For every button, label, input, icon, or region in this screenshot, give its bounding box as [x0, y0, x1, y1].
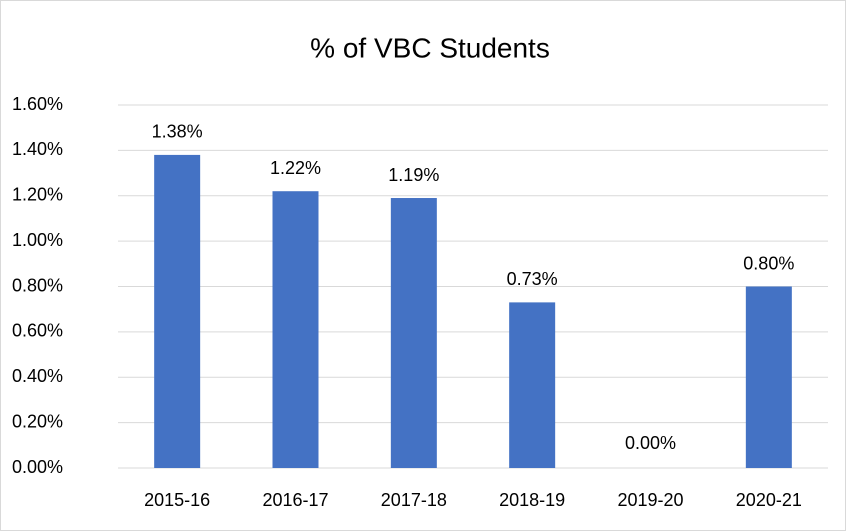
x-tick-label: 2016-17: [262, 490, 328, 510]
y-tick-label: 0.20%: [12, 411, 63, 431]
bar: [390, 198, 437, 469]
chart-title: % of VBC Students: [310, 32, 550, 63]
bar: [509, 302, 556, 468]
data-label: 0.80%: [743, 253, 794, 273]
y-tick-label: 0.40%: [12, 366, 63, 386]
y-tick-label: 1.60%: [12, 94, 63, 114]
data-label: 1.22%: [270, 158, 321, 178]
y-tick-label: 0.00%: [12, 457, 63, 477]
y-tick-label: 1.20%: [12, 185, 63, 205]
data-label: 1.38%: [152, 122, 203, 142]
y-tick-label: 0.60%: [12, 321, 63, 341]
y-tick-label: 0.80%: [12, 275, 63, 295]
bar: [154, 154, 201, 468]
bar: [745, 286, 792, 468]
x-tick-label: 2017-18: [381, 490, 447, 510]
x-tick-label: 2020-21: [736, 490, 802, 510]
y-tick-label: 1.00%: [12, 230, 63, 250]
data-label: 1.19%: [388, 165, 439, 185]
data-label: 0.00%: [625, 433, 676, 453]
x-tick-label: 2018-19: [499, 490, 565, 510]
x-tick-label: 2015-16: [144, 490, 210, 510]
x-tick-label: 2019-20: [617, 490, 683, 510]
data-label: 0.73%: [507, 269, 558, 289]
y-tick-label: 1.40%: [12, 139, 63, 159]
bar: [272, 191, 319, 468]
